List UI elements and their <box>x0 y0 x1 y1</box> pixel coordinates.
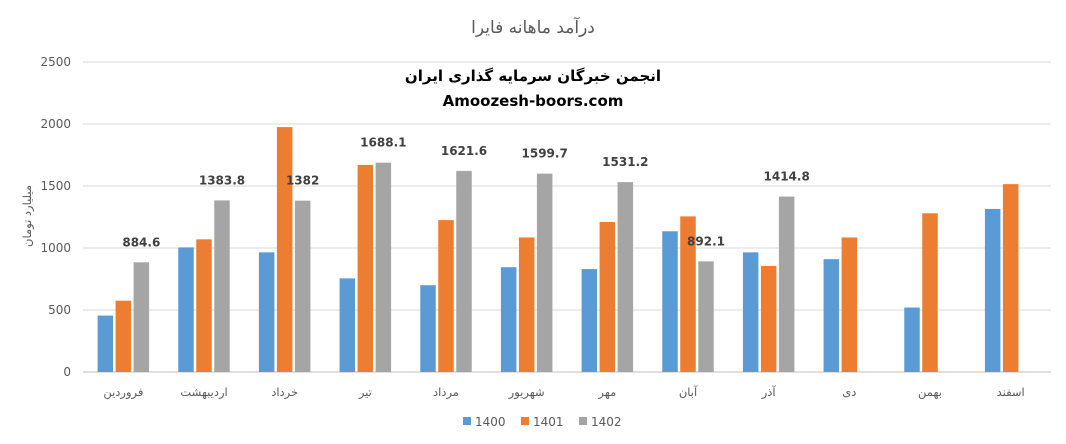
bar-1402 <box>294 200 311 372</box>
y-tick-label: 500 <box>48 303 71 317</box>
bar-1402 <box>375 162 392 372</box>
bar-1402 <box>214 200 230 372</box>
bar-1402 <box>456 170 472 372</box>
legend-swatch <box>579 417 587 425</box>
bar-1400 <box>984 208 1001 372</box>
x-tick-label: اسفند <box>997 385 1025 399</box>
y-tick-label: 1500 <box>40 179 71 193</box>
bar-1400 <box>500 267 517 372</box>
y-axis-ticks: 0 500 1000 1500 2000 2500 <box>40 55 71 379</box>
y-tick-label: 1000 <box>40 241 71 255</box>
x-tick-label: دی <box>842 385 856 399</box>
x-tick-label: مرداد <box>433 385 459 400</box>
x-tick-label: آبان <box>679 385 698 399</box>
bar-1401 <box>115 300 132 372</box>
bar-1401 <box>841 237 858 372</box>
bar-1400 <box>581 269 598 372</box>
bar-1400 <box>178 247 194 372</box>
data-label: 884.6 <box>122 235 160 249</box>
y-tick-label: 0 <box>63 365 71 379</box>
bar-1401 <box>518 237 535 372</box>
x-tick-label: تیر <box>358 385 372 400</box>
y-tick-label: 2000 <box>40 117 71 131</box>
bar-1402 <box>617 182 634 372</box>
x-tick-label: مهر <box>597 385 616 400</box>
bar-1401 <box>276 127 293 372</box>
data-labels: 884.6 1383.8 1382 1688.1 1621.6 1599.7 1531.2 8… <box>122 136 809 250</box>
bar-1402 <box>698 261 714 372</box>
watermark-line-2: Amoozesh-boors.com <box>443 92 624 110</box>
data-label: 1599.7 <box>522 147 568 161</box>
data-label: 1382 <box>286 174 319 188</box>
x-tick-label: بهمن <box>918 385 942 400</box>
x-tick-label: آذر <box>761 385 777 400</box>
bar-1400 <box>904 307 920 372</box>
legend-label: 1401 <box>533 415 564 429</box>
bar-1400 <box>97 315 114 372</box>
watermark-line-1: انجمن خبرگان سرمایه گذاری ایران <box>405 67 661 85</box>
bars <box>97 127 1019 372</box>
bar-1401 <box>599 221 616 372</box>
data-label: 1414.8 <box>764 170 810 184</box>
y-axis-label: میلیارد تومان <box>20 185 35 247</box>
bar-1400 <box>420 285 436 372</box>
data-label: 892.1 <box>687 234 725 248</box>
data-label: 1383.8 <box>199 173 245 187</box>
chart-title: درآمد ماهانه فایرا <box>471 16 595 38</box>
gridlines <box>83 61 1051 373</box>
y-tick-label: 2500 <box>40 55 71 69</box>
x-tick-label: شهریور <box>508 385 545 400</box>
bar-1401 <box>922 213 938 372</box>
data-label: 1531.2 <box>602 155 648 169</box>
bar-1400 <box>339 278 356 372</box>
data-label: 1688.1 <box>360 136 406 150</box>
legend-label: 1400 <box>475 415 506 429</box>
bar-1402 <box>536 173 553 372</box>
bar-1401 <box>680 216 696 372</box>
bar-1401 <box>760 265 777 372</box>
x-tick-label: اردیبهشت <box>180 385 227 400</box>
legend-swatch <box>521 417 529 425</box>
data-label: 1621.6 <box>441 144 487 158</box>
legend: 1400 1401 1402 <box>463 415 622 429</box>
bar-1402 <box>778 196 795 372</box>
legend-label: 1402 <box>591 415 622 429</box>
bar-1400 <box>258 252 275 372</box>
bar-1400 <box>742 252 759 372</box>
legend-swatch <box>463 417 471 425</box>
bar-1401 <box>196 239 212 372</box>
bar-1400 <box>823 259 840 372</box>
x-axis-ticks: فروردین اردیبهشت خرداد تیر مرداد شهریور مهر آبا… <box>103 385 1024 400</box>
x-tick-label: خرداد <box>271 385 298 400</box>
bar-1400 <box>662 231 678 372</box>
bar-1401 <box>1002 184 1019 372</box>
bar-1401 <box>357 164 374 372</box>
bar-1401 <box>438 220 454 372</box>
bar-1402 <box>133 262 150 372</box>
x-tick-label: فروردین <box>103 385 143 400</box>
